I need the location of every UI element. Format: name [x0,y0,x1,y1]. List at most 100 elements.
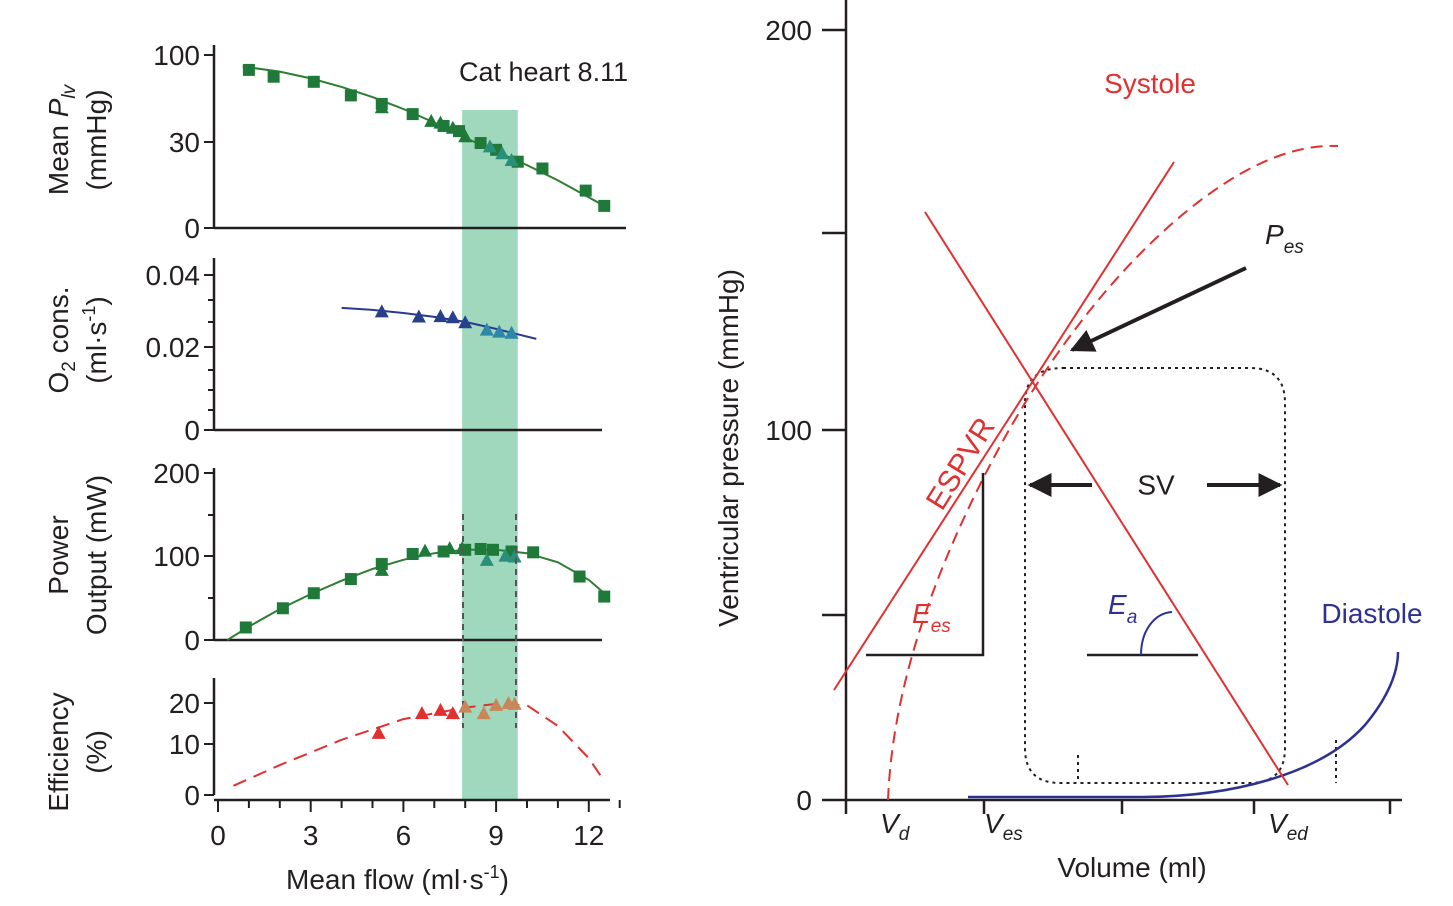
data-point [445,706,460,720]
data-point [489,697,504,711]
systole-dashed-curve [887,144,1339,801]
ees-slope-marker [866,473,985,657]
data-point [267,70,280,83]
data-point [476,706,491,720]
pv-y-axis-label: Ventricular pressure (mmHg) [713,269,744,627]
x-tick-label: 9 [488,820,504,851]
ea-label: Ea [1108,589,1137,628]
pv-ytick-200: 200 [765,15,812,46]
data-point [458,315,473,329]
data-point [406,547,419,560]
data-point [495,146,510,160]
svg-text:(ml·s-1): (ml·s-1) [79,296,112,384]
x-tick-label: 3 [303,820,319,851]
data-point [492,324,507,338]
data-point [307,587,320,600]
data-point [239,621,252,634]
y-tick-label: 0.02 [146,332,201,363]
y-tick-label: 0 [184,415,200,446]
data-point [479,552,494,566]
x-tick-label: 0 [210,820,226,851]
data-point [504,153,519,166]
data-point [507,549,522,563]
data-point [414,706,429,720]
data-point [433,115,448,129]
diastole-label: Diastole [1321,598,1422,629]
y-tick-label: 200 [153,458,200,489]
pv-x-axis-label: Volume (ml) [1057,852,1206,883]
y-tick-label: 100 [153,541,200,572]
y-tick-label: 0.04 [146,260,201,291]
data-point [579,184,592,197]
x-axis-mean-flow: 0 3 6 9 12 [210,798,621,851]
annotation-cat-heart: Cat heart 8.11 [459,57,628,87]
data-point [411,309,426,323]
data-point [374,100,389,114]
y-tick-label: 10 [169,729,200,760]
y-tick-label: 20 [169,688,200,719]
panel-power-output: 200 100 0 [153,458,611,728]
ea-line [924,211,1289,786]
data-point [445,120,460,134]
panel-mean-plv: 100 30 0 [153,40,626,244]
x-axis-label: Mean flow (ml·s-1) [286,862,509,895]
fit-line [242,65,605,207]
data-point [433,309,448,323]
data-point [487,543,500,556]
y-tick-label: 30 [169,127,200,158]
fit-line [341,306,537,340]
pv-ytick-0: 0 [796,785,812,816]
data-point [474,137,487,149]
data-point [479,322,494,336]
pv-ytick-100: 100 [765,415,812,446]
svg-text:Mean Plv: Mean Plv [43,83,80,195]
data-point [424,113,439,127]
data-point [511,155,524,168]
y-tick-label: 100 [153,40,200,71]
data-point [458,129,473,143]
y-tick-label: 0 [184,213,200,244]
svg-text:(mmHg): (mmHg) [81,89,112,190]
data-point [242,63,255,76]
panel-o2-cons: 0.04 0.02 0 [146,258,602,446]
espvr-line [833,161,1175,691]
data-point [482,139,497,153]
y-tick-label: 0 [184,625,200,656]
systole-label: Systole [1104,68,1196,99]
data-point [507,696,522,710]
data-point [573,570,586,583]
diastole-curve [968,651,1400,799]
x-tick-label: 6 [396,820,412,851]
data-point [374,304,389,318]
ees-label: Ees [912,598,951,637]
highlight-band [462,110,518,800]
ylabel-efficiency: Efficiency (%) [43,692,112,811]
xtick-ved: Ved [1268,808,1309,845]
sv-label: SV [1137,469,1175,500]
data-point [344,89,357,102]
pressure-volume-diagram: 200 100 0 Volume (ml) Ventricular pressu… [713,0,1423,883]
pes-label: Pes [1265,219,1304,258]
ylabel-power-output: Power Output (mW) [43,475,112,635]
data-point [418,543,433,557]
data-point [504,325,519,339]
fit-line [226,548,605,641]
data-point [276,602,289,615]
pv-loop-dotted [1024,367,1286,784]
data-point [442,541,457,555]
svg-text:Power: Power [43,515,74,594]
data-point [374,562,389,576]
data-point [406,108,419,121]
data-point [598,199,611,212]
pes-arrow [1069,266,1247,352]
xtick-vd: Vd [880,808,911,845]
ylabel-o2-cons: O2 cons. (ml·s-1) [43,286,112,393]
data-point [445,310,460,324]
svg-text:Efficiency: Efficiency [43,692,74,811]
x-tick-label: 12 [573,820,604,851]
data-point [344,573,357,586]
svg-text:(%): (%) [81,730,112,774]
data-point [458,699,473,713]
